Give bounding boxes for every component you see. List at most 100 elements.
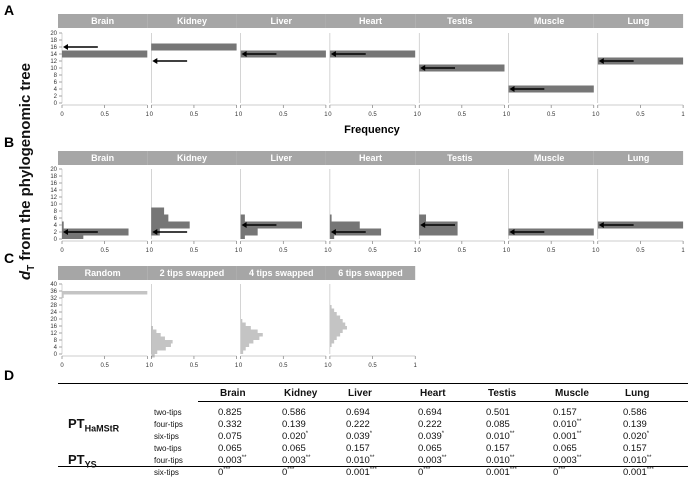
table-cell: 0.003** <box>282 455 311 467</box>
y-tick-label: 20 <box>50 167 57 173</box>
column-header: Brain <box>220 388 246 399</box>
facet-title: Heart <box>359 153 382 163</box>
facet-header <box>236 151 326 165</box>
table-cell: 0.139 <box>282 419 306 430</box>
x-tick-label: 0.5 <box>636 248 645 254</box>
row-group-label: PTYS <box>68 452 97 470</box>
histogram-bar <box>240 214 245 222</box>
significance-mark: * <box>441 431 445 437</box>
row-group-name: PT <box>68 416 85 431</box>
significance-mark: ** <box>509 431 515 437</box>
facet-header <box>58 14 148 28</box>
histogram-bar <box>329 214 332 222</box>
significance-mark: ** <box>509 455 515 461</box>
histogram-bar <box>151 43 237 51</box>
x-tick-label: 0.5 <box>100 112 109 118</box>
histogram-bar <box>419 214 427 222</box>
facet-header <box>236 14 326 28</box>
significance-mark: *** <box>509 467 517 473</box>
observed-arrow-head <box>420 65 426 71</box>
histogram-bar <box>151 207 165 215</box>
table-cell: 0*** <box>282 467 295 479</box>
observed-arrow-head <box>598 222 604 228</box>
x-tick-label: 0 <box>150 363 154 369</box>
table-cell: 0.157 <box>553 407 577 418</box>
histogram-bar <box>419 228 458 236</box>
facet-title: 6 tips swapped <box>338 268 403 278</box>
facet-header <box>58 266 148 280</box>
histogram-bar <box>329 319 343 323</box>
significance-mark: *** <box>558 467 566 473</box>
x-tick-label: 1 <box>324 248 328 254</box>
histogram-bar <box>240 333 263 337</box>
facet-header <box>415 14 505 28</box>
y-tick-label: 20 <box>50 31 57 37</box>
x-tick-label: 1 <box>592 112 596 118</box>
x-tick-label: 0.5 <box>279 248 288 254</box>
histogram-bar <box>329 305 332 309</box>
facet-title: Kidney <box>177 153 207 163</box>
histogram-bar <box>62 50 148 58</box>
x-tick-label: 0 <box>239 112 243 118</box>
y-tick-label: 12 <box>50 59 57 65</box>
x-tick-label: 1 <box>324 112 328 118</box>
facet-header <box>325 266 416 280</box>
y-tick-label: 18 <box>50 38 57 44</box>
y-tick-label: 8 <box>54 338 58 344</box>
table-cell: 0.003** <box>218 455 247 467</box>
y-tick-label: 0 <box>54 352 58 358</box>
histogram-bar <box>151 340 173 344</box>
facet-header <box>415 151 505 165</box>
histogram-bar <box>329 326 347 330</box>
x-tick-label: 0.5 <box>636 112 645 118</box>
histogram-bar <box>329 329 343 333</box>
x-tick-label: 0.5 <box>547 248 556 254</box>
y-tick-label: 8 <box>54 73 58 79</box>
x-tick-label: 1 <box>414 248 418 254</box>
table-cell: 0.157 <box>623 443 647 454</box>
facet-header <box>593 14 684 28</box>
observed-arrow-head <box>330 229 336 235</box>
histogram-bar <box>329 322 346 326</box>
x-tick-label: 0.5 <box>368 112 377 118</box>
histogram-bar <box>151 221 190 229</box>
x-tick-label: 0 <box>60 112 64 118</box>
y-tick-label: 16 <box>50 181 57 187</box>
significance-mark: *** <box>223 467 231 473</box>
x-tick-label: 1 <box>503 112 507 118</box>
significance-mark: ** <box>241 455 247 461</box>
histogram-bar <box>329 235 335 239</box>
observed-arrow-head <box>241 51 247 57</box>
x-tick-label: 0 <box>596 248 600 254</box>
histogram-bar <box>329 340 335 344</box>
table-rule <box>58 466 688 467</box>
row-group-subscript: HaMStR <box>84 423 120 434</box>
histogram-bar <box>62 235 84 239</box>
facet-header <box>504 151 594 165</box>
x-tick-label: 0.5 <box>547 112 556 118</box>
histogram-bar <box>329 315 341 319</box>
panel-letter-d: D <box>4 367 14 380</box>
x-tick-label: 1 <box>414 363 418 369</box>
significance-mark: * <box>646 431 650 437</box>
y-tick-label: 40 <box>50 282 57 288</box>
x-tick-label: 1 <box>681 248 685 254</box>
table-cell: 0.001** <box>553 431 582 443</box>
histogram-bar <box>240 336 260 340</box>
y-tick-label: 32 <box>50 296 57 302</box>
histogram-bar <box>151 347 166 351</box>
x-tick-label: 0.5 <box>279 112 288 118</box>
table-cell: 0.139 <box>623 419 647 430</box>
facet-title: Kidney <box>177 16 207 26</box>
table-rule <box>198 401 688 402</box>
observed-arrow-head <box>420 222 426 228</box>
facet-title: Liver <box>270 153 292 163</box>
significance-mark: *** <box>369 467 377 473</box>
row-group-subscript: YS <box>84 459 97 470</box>
facet-header <box>325 14 416 28</box>
table-rule <box>58 383 688 384</box>
y-tick-label: 12 <box>50 331 57 337</box>
column-header: Muscle <box>555 388 589 399</box>
y-tick-label: 12 <box>50 195 57 201</box>
histogram-bar <box>62 291 148 295</box>
